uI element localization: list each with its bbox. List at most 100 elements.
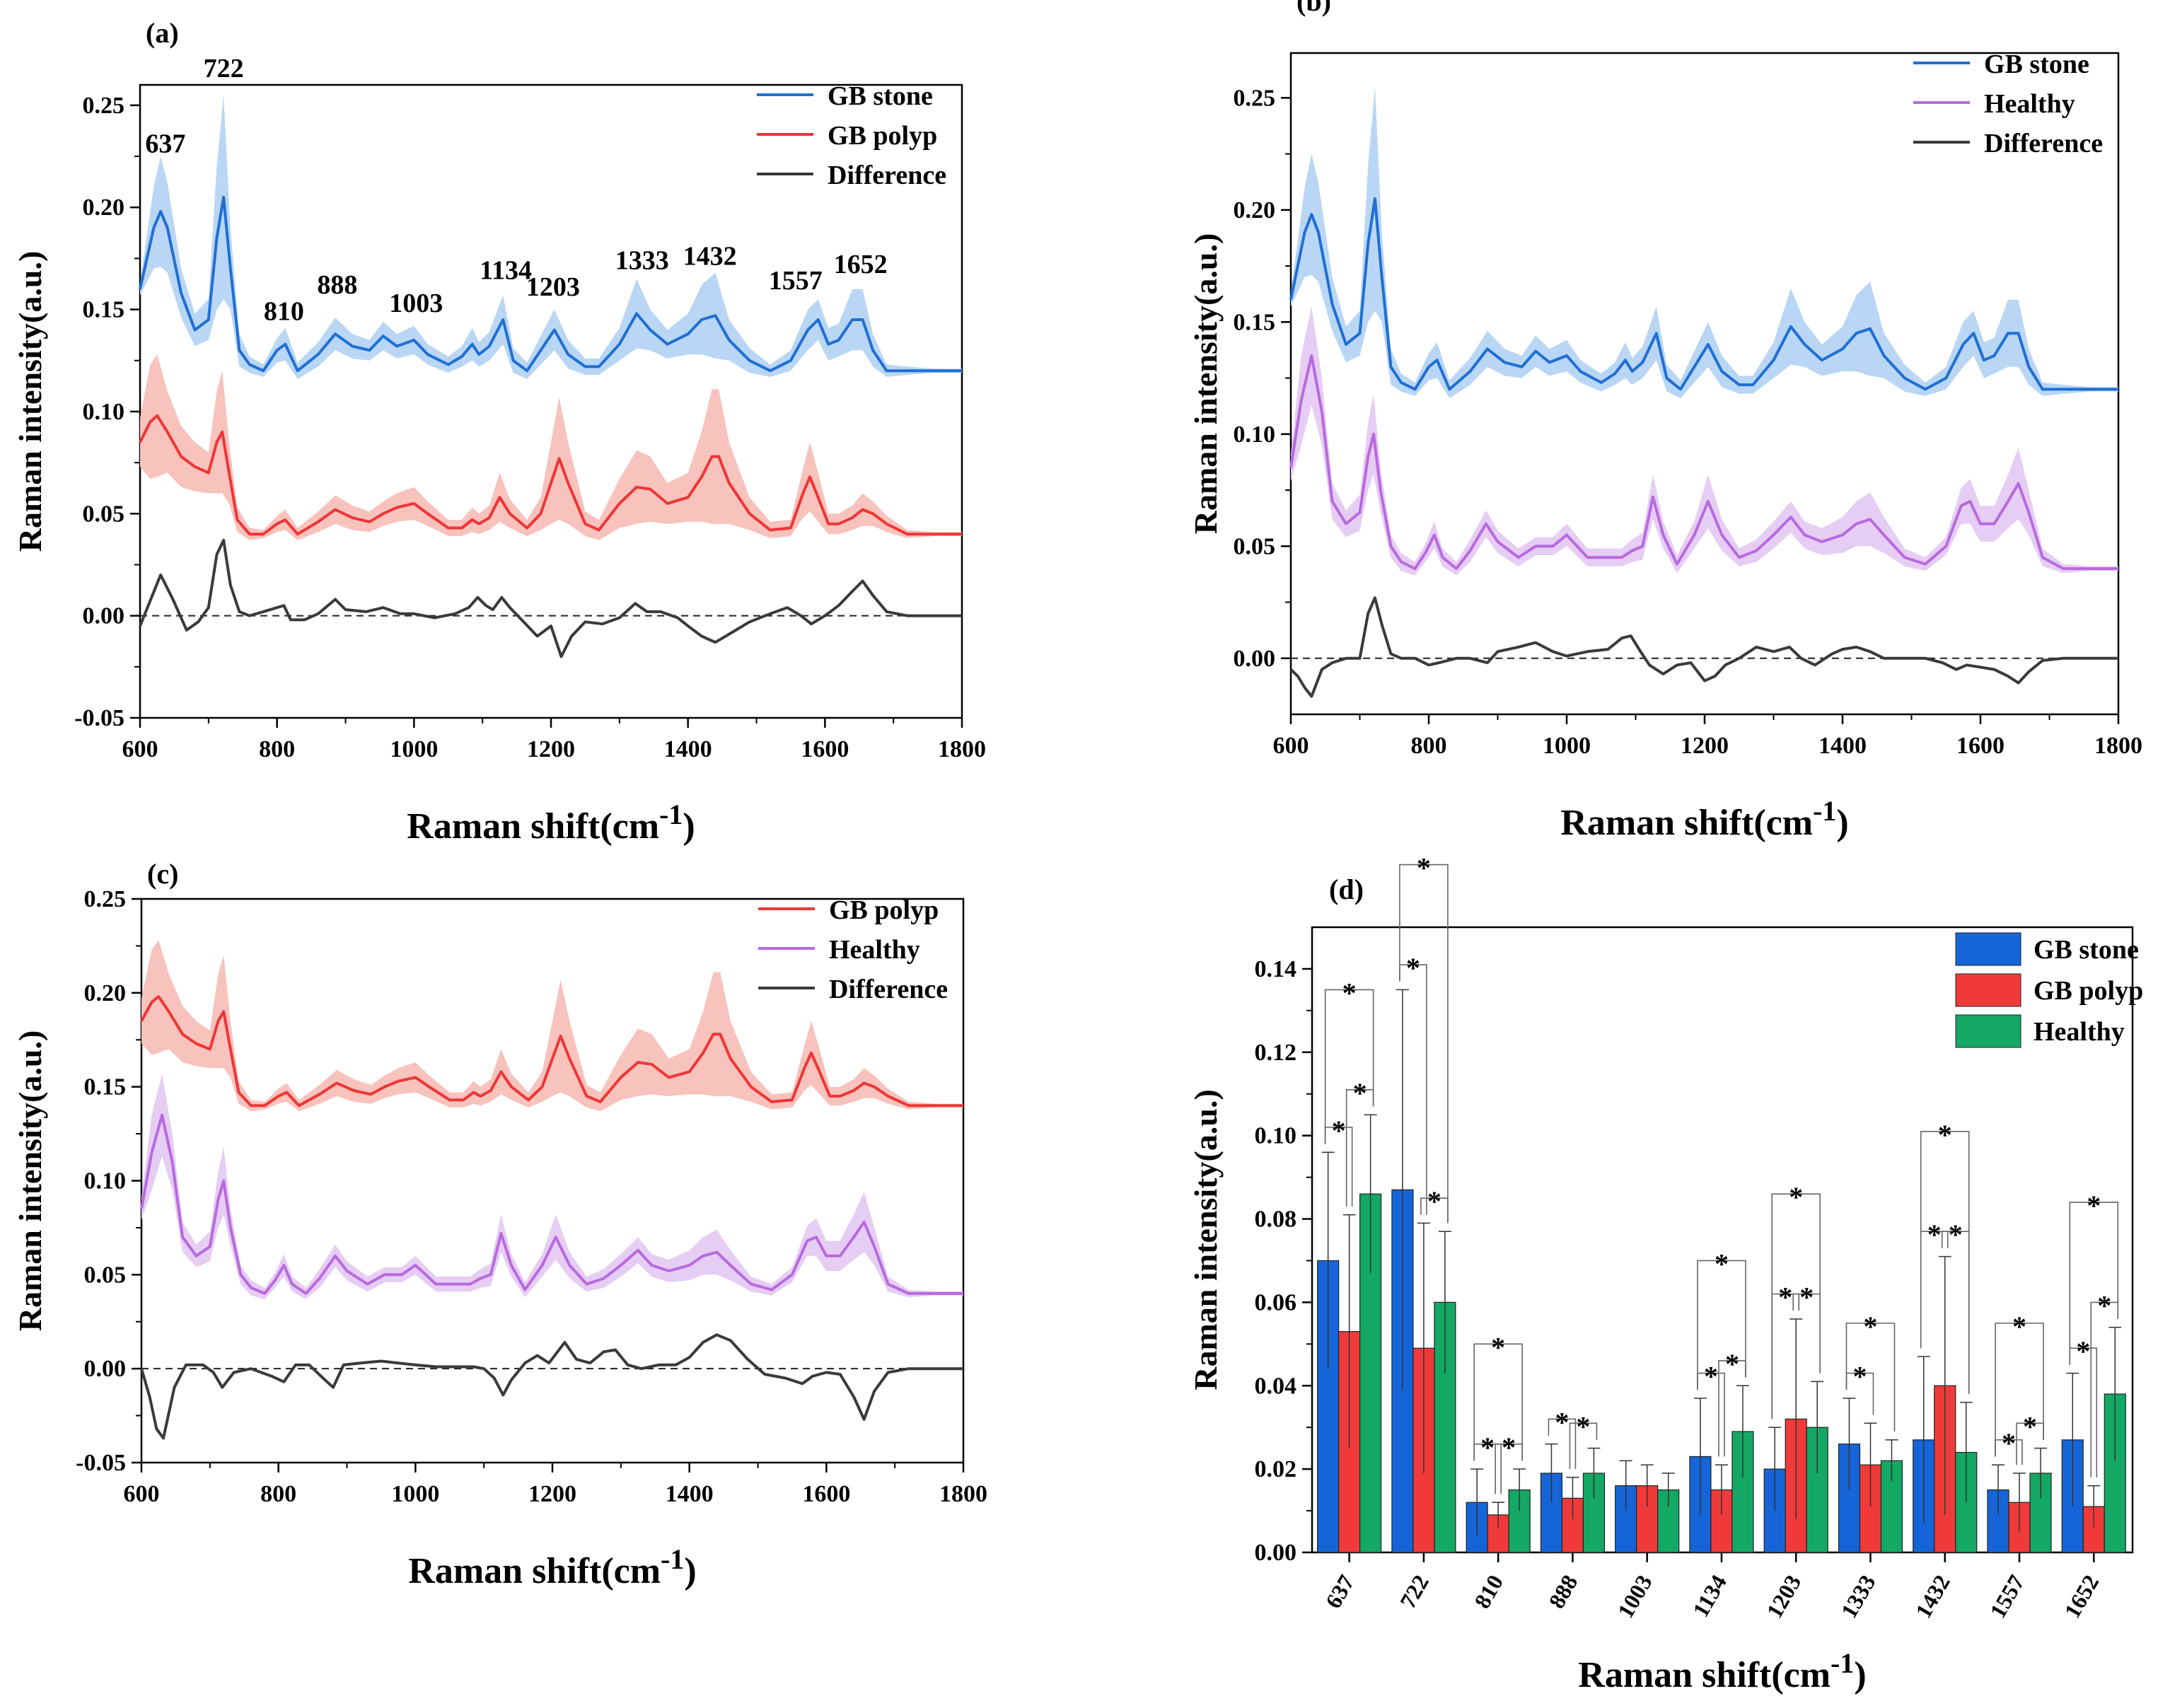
y-tick-label: 0.10 — [1255, 1123, 1297, 1149]
x-tick-label: 600 — [124, 1481, 160, 1507]
x-tick-label: 1800 — [2094, 733, 2142, 759]
peak-label: 1432 — [683, 242, 737, 272]
y-tick-label: -0.05 — [76, 1450, 126, 1476]
y-axis-label: Raman intensity(a.u.) — [1188, 233, 1224, 535]
x-tick-label: 1200 — [1681, 733, 1729, 759]
x-tick-label: 1200 — [527, 736, 575, 762]
legend-label: GB polyp — [828, 121, 937, 151]
panel-letter: (b) — [1296, 0, 1331, 17]
healthy-std-band — [141, 1074, 963, 1299]
significance-bracket — [1995, 1323, 2044, 1457]
polyp-std-band — [140, 354, 962, 540]
y-tick-label: 0.25 — [1234, 85, 1276, 111]
x-axis-label-text: Raman shift(cm — [407, 806, 659, 847]
significance-star: * — [1427, 1185, 1441, 1217]
significance-bracket — [1941, 1231, 1970, 1395]
x-tick-label: 1432 — [1910, 1571, 1955, 1622]
x-tick-label: 600 — [1273, 733, 1309, 759]
peak-label: 1203 — [526, 272, 580, 302]
x-axis-label-sup: -1 — [1831, 1647, 1854, 1679]
peak-label: 722 — [204, 54, 244, 83]
x-axis-label: Raman shift(cm-1) — [1560, 795, 1848, 843]
y-tick-label: 0.15 — [83, 297, 125, 323]
y-tick-label: -0.05 — [74, 705, 124, 731]
legend-label: Healthy — [1984, 89, 2075, 119]
y-tick-label: 0.05 — [1234, 533, 1276, 559]
y-tick-label: 0.02 — [1255, 1456, 1297, 1482]
legend-swatch — [1955, 1014, 2021, 1048]
y-tick-label: 0.15 — [1234, 309, 1276, 335]
y-axis-label: Raman intensity(a.u.) — [1188, 1089, 1224, 1390]
significance-bracket — [1697, 1260, 1746, 1390]
y-tick-label: 0.12 — [1255, 1040, 1297, 1066]
x-tick-label: 1003 — [1613, 1571, 1657, 1622]
y-tick-label: 0.10 — [1234, 422, 1276, 448]
significance-star: * — [1949, 1219, 1963, 1250]
significance-bracket — [1771, 1193, 1821, 1419]
panel-a-chart: 600 800 1000 1200 1400 1600 1800 -0.05 0.00 0.05 0… — [12, 17, 986, 847]
x-axis-label-text: Raman shift(cm — [408, 1551, 661, 1591]
x-tick-label: 1000 — [391, 1481, 439, 1507]
y-tick-label: 0.06 — [1255, 1289, 1297, 1315]
legend-swatch — [1955, 932, 2021, 966]
significance-bracket — [1920, 1130, 1970, 1395]
y-tick-label: 0.14 — [1255, 956, 1297, 982]
significance-bracket — [1548, 1418, 1577, 1470]
peak-label: 1652 — [834, 250, 888, 279]
legend-label: Difference — [1984, 129, 2103, 158]
y-tick-label: 0.15 — [84, 1074, 127, 1100]
x-axis-label-text: Raman shift(cm — [1560, 803, 1813, 843]
significance-bracket — [1399, 864, 1449, 1224]
y-tick-label: 0.10 — [83, 399, 125, 425]
legend-label: Healthy — [829, 935, 920, 965]
x-axis-label-sup: -1 — [659, 798, 683, 830]
x-tick-label: 1400 — [664, 736, 712, 762]
x-tick-label: 800 — [260, 1481, 296, 1507]
panel-letter: (a) — [146, 17, 179, 49]
stone-mean-line — [1289, 197, 2118, 391]
significance-star: * — [2087, 1190, 2101, 1221]
x-tick-label: 1333 — [1835, 1571, 1880, 1622]
y-tick-label: 0.05 — [84, 1262, 127, 1288]
y-tick-label: 0.00 — [84, 1356, 127, 1382]
x-tick-label: 1134 — [1688, 1571, 1731, 1622]
significance-star: * — [1576, 1410, 1590, 1442]
x-tick-label: 1652 — [2059, 1571, 2104, 1622]
x-axis-label-sup: -1 — [661, 1543, 684, 1575]
peak-label: 1134 — [480, 256, 532, 286]
significance-star: * — [2097, 1289, 2111, 1321]
y-axis-label: Raman intensity(a.u.) — [12, 251, 48, 552]
significance-star: * — [1938, 1119, 1952, 1151]
peak-label: 810 — [264, 296, 304, 326]
peak-label: 1557 — [769, 266, 823, 296]
x-axis-label-sup: -1 — [1813, 795, 1836, 827]
x-axis-label-close: ) — [684, 1551, 696, 1591]
stone-std-band — [1291, 86, 2118, 399]
significance-star: * — [1417, 854, 1431, 884]
significance-star: * — [1480, 1431, 1495, 1463]
legend-label: GB stone — [1984, 50, 2089, 79]
x-tick-label: 600 — [122, 736, 158, 762]
y-tick-label: 0.08 — [1255, 1207, 1297, 1233]
significance-star: * — [1353, 1077, 1367, 1109]
peak-label: 888 — [317, 270, 357, 300]
x-tick-label: 637 — [1321, 1571, 1359, 1613]
legend-label: Difference — [828, 161, 946, 190]
legend-label: GB polyp — [829, 895, 939, 925]
diff-mean-line — [1289, 596, 2118, 698]
x-tick-label: 1400 — [666, 1481, 714, 1507]
x-axis-label-text: Raman shift(cm — [1578, 1655, 1831, 1695]
significance-star: * — [1332, 1115, 1346, 1146]
significance-bracket — [1473, 1343, 1523, 1461]
legend-label: Healthy — [2034, 1017, 2125, 1047]
polyp-std-band — [141, 940, 963, 1112]
significance-bracket — [1399, 964, 1427, 1215]
y-tick-label: 0.00 — [1234, 646, 1276, 672]
polyp-mean-line — [139, 414, 962, 536]
significance-bracket — [1845, 1323, 1896, 1432]
panel-b-chart: 600 800 1000 1200 1400 1600 1800 0.00 0.05 0.10 0.… — [1188, 0, 2142, 843]
y-tick-label: 0.25 — [84, 886, 127, 912]
x-tick-label: 1400 — [1818, 733, 1867, 759]
significance-star: * — [1704, 1361, 1718, 1393]
healthy-mean-line — [140, 1113, 963, 1295]
